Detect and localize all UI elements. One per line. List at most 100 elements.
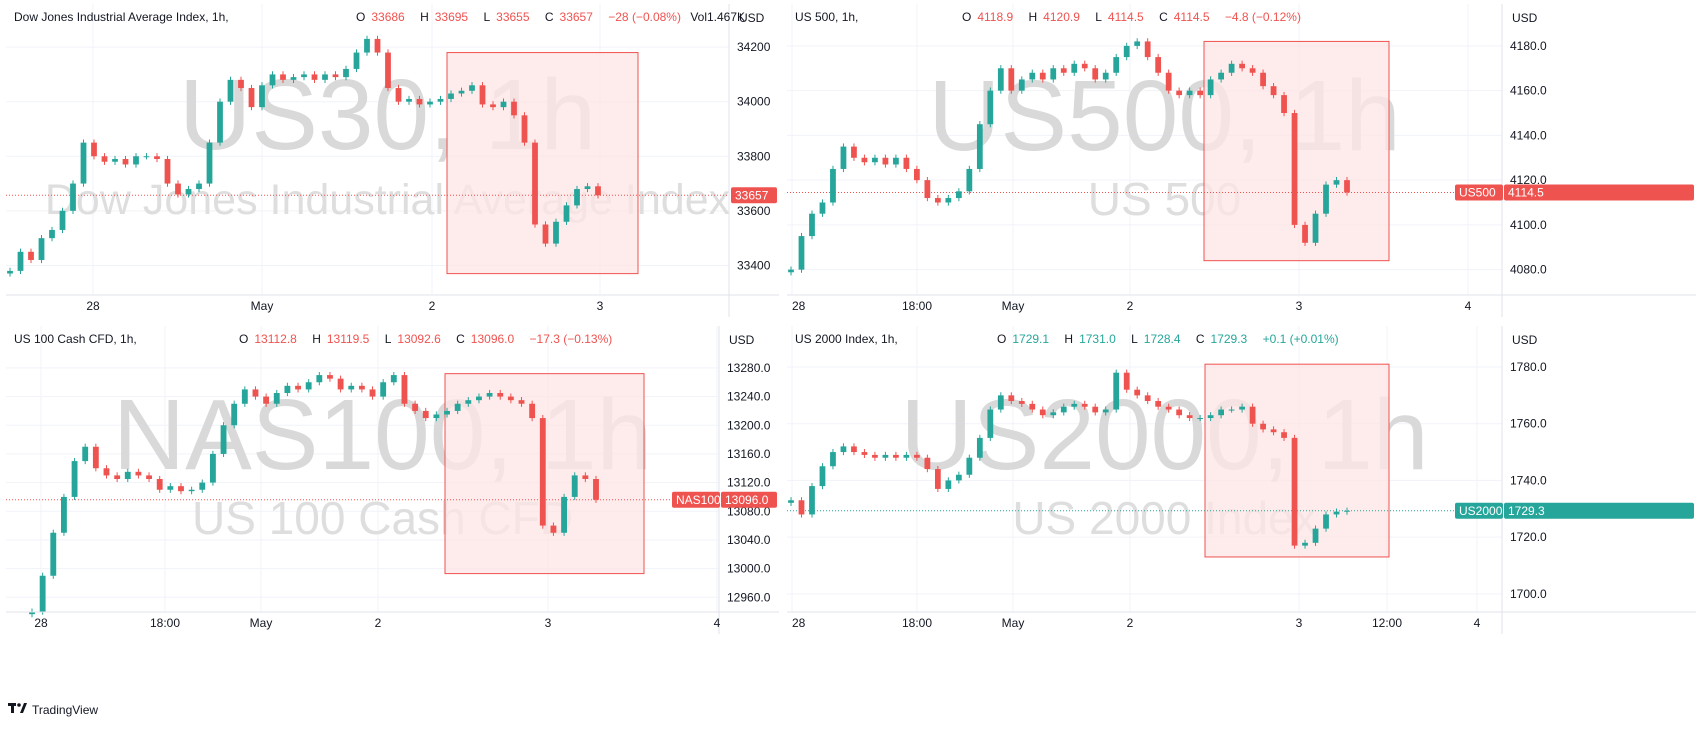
candle[interactable] xyxy=(422,407,429,422)
candle[interactable] xyxy=(220,422,227,458)
candle[interactable] xyxy=(1291,109,1298,229)
chart-panel-nas100[interactable]: NAS100, 1h US 100 Cash CFD USD 12960.0 13000… xyxy=(6,326,779,634)
candle[interactable] xyxy=(851,443,857,456)
candle[interactable] xyxy=(454,400,461,415)
candle[interactable] xyxy=(60,493,67,536)
candle[interactable] xyxy=(914,451,920,461)
candle[interactable] xyxy=(401,371,408,407)
candle[interactable] xyxy=(248,84,255,111)
candle[interactable] xyxy=(934,465,941,493)
candle[interactable] xyxy=(550,522,557,536)
candle[interactable] xyxy=(385,49,391,92)
candle[interactable] xyxy=(1144,392,1151,405)
candle[interactable] xyxy=(241,386,248,407)
candle[interactable] xyxy=(1281,429,1287,441)
candle[interactable] xyxy=(82,443,89,465)
candle[interactable] xyxy=(1344,176,1350,196)
candle[interactable] xyxy=(50,529,57,579)
candle[interactable] xyxy=(49,226,55,242)
candle[interactable] xyxy=(1050,409,1057,419)
candle[interactable] xyxy=(252,386,259,400)
candle[interactable] xyxy=(497,389,504,400)
candle[interactable] xyxy=(348,382,355,393)
chart-panel-us500[interactable]: US500, 1h US 500 USD 4080.0 4100.0 4120.0 4140… xyxy=(787,4,1696,317)
candle[interactable] xyxy=(872,154,878,166)
candle[interactable] xyxy=(1060,403,1067,416)
candle[interactable] xyxy=(143,153,150,160)
candle[interactable] xyxy=(788,497,794,506)
candle[interactable] xyxy=(1165,69,1172,94)
candle[interactable] xyxy=(1323,181,1329,217)
candle[interactable] xyxy=(103,465,110,479)
candle[interactable] xyxy=(1102,406,1109,416)
candle[interactable] xyxy=(851,143,857,161)
candle[interactable] xyxy=(390,371,397,386)
candle[interactable] xyxy=(164,155,171,187)
candle[interactable] xyxy=(269,71,276,89)
candle[interactable] xyxy=(38,235,45,264)
candle[interactable] xyxy=(465,397,472,407)
candle[interactable] xyxy=(945,477,952,493)
candle[interactable] xyxy=(819,463,826,490)
candle[interactable] xyxy=(490,101,496,111)
candle[interactable] xyxy=(206,139,213,187)
candle[interactable] xyxy=(112,155,118,165)
candle[interactable] xyxy=(196,180,202,193)
candle[interactable] xyxy=(1155,53,1162,76)
candle[interactable] xyxy=(1134,386,1141,399)
candle[interactable] xyxy=(903,154,910,173)
candle[interactable] xyxy=(1050,65,1057,83)
candle[interactable] xyxy=(358,382,365,393)
candle[interactable] xyxy=(178,483,184,495)
candle[interactable] xyxy=(1134,38,1141,50)
candle[interactable] xyxy=(91,139,97,160)
candle[interactable] xyxy=(305,379,312,393)
candle[interactable] xyxy=(1081,60,1088,72)
candle[interactable] xyxy=(1218,69,1224,83)
candle[interactable] xyxy=(819,199,826,217)
candle[interactable] xyxy=(1239,403,1245,413)
candle[interactable] xyxy=(59,207,66,234)
candle[interactable] xyxy=(830,448,836,470)
candle[interactable] xyxy=(924,454,931,473)
candle[interactable] xyxy=(1176,87,1183,99)
candle[interactable] xyxy=(101,153,108,165)
candle[interactable] xyxy=(284,382,291,397)
candle[interactable] xyxy=(1312,525,1319,546)
candle[interactable] xyxy=(1260,420,1266,433)
candle[interactable] xyxy=(788,266,794,276)
candle[interactable] xyxy=(1155,397,1162,410)
candle[interactable] xyxy=(1039,69,1046,83)
candle[interactable] xyxy=(448,90,454,103)
candle[interactable] xyxy=(1239,60,1245,72)
candle[interactable] xyxy=(1186,87,1193,99)
candle[interactable] xyxy=(316,371,323,386)
candle[interactable] xyxy=(945,194,952,206)
candle[interactable] xyxy=(444,407,450,418)
candle[interactable] xyxy=(380,379,387,400)
candle[interactable] xyxy=(322,71,328,83)
candle[interactable] xyxy=(185,185,192,198)
candle[interactable] xyxy=(593,475,599,503)
candle[interactable] xyxy=(231,400,238,429)
candle[interactable] xyxy=(135,468,142,479)
candle[interactable] xyxy=(263,393,270,407)
candle[interactable] xyxy=(1060,65,1067,76)
candle[interactable] xyxy=(830,165,836,206)
candle[interactable] xyxy=(476,393,482,404)
candle[interactable] xyxy=(364,35,370,56)
candle[interactable] xyxy=(188,486,195,495)
candle[interactable] xyxy=(1029,400,1036,413)
candle[interactable] xyxy=(1176,406,1183,419)
candle[interactable] xyxy=(987,87,994,128)
candle[interactable] xyxy=(332,71,339,81)
candle[interactable] xyxy=(1302,221,1308,246)
candle[interactable] xyxy=(955,471,962,484)
candle[interactable] xyxy=(1018,397,1025,407)
candle[interactable] xyxy=(7,267,13,277)
candle[interactable] xyxy=(1228,60,1235,76)
candle[interactable] xyxy=(1249,403,1256,427)
candle[interactable] xyxy=(374,35,381,56)
candle[interactable] xyxy=(395,84,402,105)
candle[interactable] xyxy=(1270,426,1277,436)
